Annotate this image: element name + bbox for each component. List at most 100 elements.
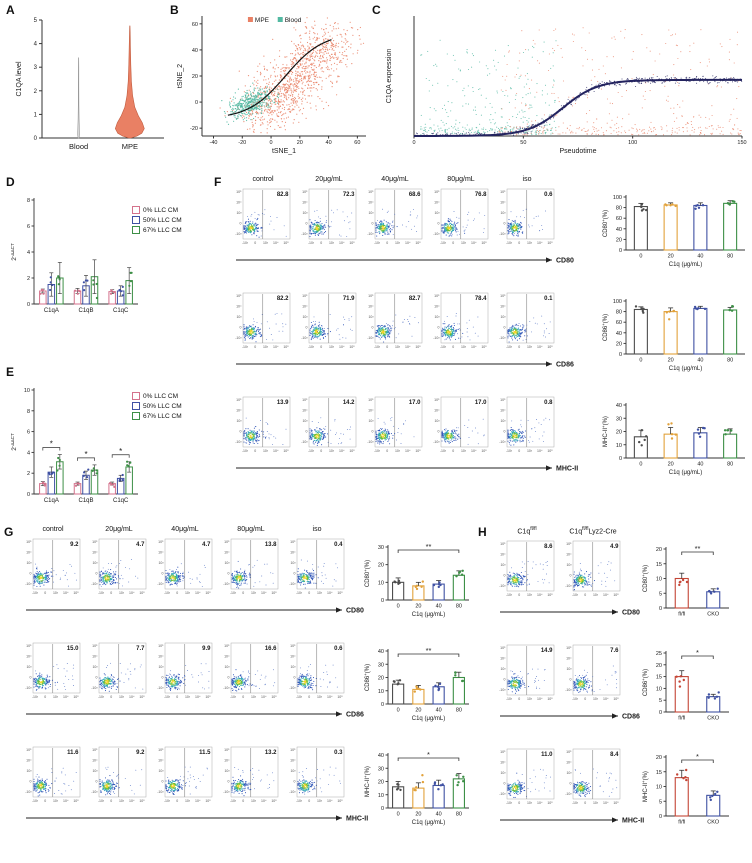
flow-column-header: iso [312,526,322,533]
svg-text:0: 0 [270,140,273,146]
svg-text:10⁵: 10⁵ [368,190,374,194]
svg-text:80: 80 [727,254,733,260]
flow-row-mhc-ii: 10⁵ 10⁴ 10³ 0 -10³ -10³ 0 10³ 10⁴ 10⁵ 11.0 10⁵ 10⁴ 10… [494,744,752,840]
svg-text:10³: 10³ [368,211,374,215]
violin-plot-c1qa: 0 1 2 3 4 5 Blood MPE C1QA level [16,18,164,151]
svg-text:-10³: -10³ [440,345,447,349]
flow-plot-cd80-1: 10⁵ 10⁴ 10³ 0 -10³ -10³ 0 10³ 10⁴ 10⁵ 72.3 [301,188,357,245]
svg-text:10³: 10³ [263,241,269,245]
svg-text:71.9: 71.9 [343,296,355,302]
svg-text:100: 100 [613,195,622,201]
svg-text:10³: 10³ [461,345,467,349]
panel-c: C 0 50 100 150 Pseudotime C1QA expression [372,4,752,164]
svg-text:-10³: -10³ [235,336,242,340]
svg-text:C1qB: C1qB [78,498,93,504]
svg-text:0: 0 [452,345,454,349]
svg-text:-10³: -10³ [440,241,447,245]
svg-text:0: 0 [240,222,242,226]
svg-text:C1q (μg/mL): C1q (μg/mL) [669,262,702,268]
svg-text:Pseudotime: Pseudotime [560,148,597,155]
svg-text:C1QA expression: C1QA expression [386,49,393,104]
svg-text:10: 10 [24,388,30,394]
svg-text:10³: 10³ [329,345,335,349]
svg-text:*: * [84,450,87,459]
svg-text:0: 0 [386,345,388,349]
panel-a: A 0 1 2 3 4 5 Blood MPE C1QA level [6,4,170,164]
svg-text:10⁵: 10⁵ [415,345,421,349]
svg-text:3: 3 [34,65,38,71]
svg-text:4: 4 [34,42,38,48]
legend-d: 0% LLC CM 50% LLC CM 67% LLC CM [132,206,182,234]
svg-text:20: 20 [297,140,303,146]
svg-text:C1QA level: C1QA level [16,61,23,96]
svg-text:0: 0 [372,222,374,226]
svg-text:10⁴: 10⁴ [273,241,279,245]
svg-text:10⁴: 10⁴ [236,305,242,309]
svg-text:40: 40 [697,254,703,260]
svg-text:10⁴: 10⁴ [471,241,477,245]
svg-text:MPE: MPE [255,17,270,24]
svg-text:10⁴: 10⁴ [537,241,543,245]
bar-chart-cd80: 0 20 40 60 80 100 0 20 40 80 C1q (μg/mL) CD80+(%) [601,195,745,268]
flow-row-cd80: 10⁵ 10⁴ 10³ 0 -10³ -10³ 0 10³ 10⁴ 10⁵ 8.6 10⁵ 10⁴ 10³… [494,536,752,632]
svg-text:10³: 10³ [434,315,440,319]
svg-text:20: 20 [192,74,198,80]
qpcr-bar-chart-d: 0 2 4 6 8 C1qA C1qB C1qC 2-ΔΔCT [10,198,138,314]
flow-column-header: C1qfl/fl [517,526,537,536]
svg-text:10⁴: 10⁴ [339,345,345,349]
flow-column-header: 80μg/mL [237,526,265,533]
flow-column-header: control [252,176,274,183]
flow-column-headers: C1qfl/fl C1qfl/flLyz2-Cre [494,526,752,535]
svg-text:10⁵: 10⁵ [349,345,355,349]
flow-axis-arrow-cd80: CD80 [236,257,574,265]
svg-text:80: 80 [616,206,622,212]
svg-text:-20: -20 [238,140,246,146]
svg-text:10⁴: 10⁴ [434,305,440,309]
svg-text:-10³: -10³ [308,345,315,349]
svg-text:60: 60 [192,22,198,28]
flow-plot-cd80-2: 10⁵ 10⁴ 10³ 0 -10³ -10³ 0 10³ 10⁴ 10⁵ 68.6 [367,188,423,245]
svg-text:10⁵: 10⁵ [547,241,553,245]
legend-swatch [132,226,140,234]
svg-text:CD80: CD80 [556,258,574,265]
panel-label-a: A [6,3,15,17]
flow-column-headers: control 20μg/mL 40μg/mL 80μg/mL iso [230,176,752,183]
svg-text:0: 0 [27,492,30,498]
flow-column-header: 40μg/mL [171,526,199,533]
svg-text:0: 0 [320,345,322,349]
svg-text:10³: 10³ [263,345,269,349]
pseudotime-plot: 0 50 100 150 Pseudotime C1QA expression [386,16,747,155]
svg-text:10³: 10³ [527,241,533,245]
svg-text:0: 0 [438,222,440,226]
flow-plot-cd86-2: 10⁵ 10⁴ 10³ 0 -10³ -10³ 0 10³ 10⁴ 10⁵ 82.7 [367,292,423,349]
flow-column-header: C1qfl/flLyz2-Cre [569,526,617,536]
svg-text:6: 6 [27,224,30,230]
svg-text:76.8: 76.8 [475,192,487,198]
flow-axis-arrow-cd80: CD80 [26,607,364,615]
legend-label: 50% LLC CM [143,216,182,224]
flow-axis-arrow-mhc-ii: MHC-II [236,465,578,473]
svg-text:10³: 10³ [500,211,506,215]
svg-text:0: 0 [452,241,454,245]
flow-column-header: 20μg/mL [315,176,343,183]
svg-text:2-ΔΔCT: 2-ΔΔCT [10,243,18,261]
tsne-scatter-plot: -40 -20 0 20 40 60 -20 0 20 40 60 MPE Blood tSNE_1 tSN… [177,16,366,155]
flow-column-header: control [42,526,64,533]
svg-text:2: 2 [34,89,38,95]
svg-text:Blood: Blood [285,17,302,24]
panel-h: H C1qfl/fl C1qfl/flLyz2-Cre 10⁵ 10⁴ 10³ 0 -10³… [478,526,752,862]
svg-text:10⁴: 10⁴ [434,201,440,205]
flow-row-cd80: 10⁵ 10⁴ 10³ 0 -10³ -10³ 0 10³ 10⁴ 10⁵ 82.8 10⁵ 10⁴ 10… [230,184,752,280]
flow-plot-cd86-1: 10⁵ 10⁴ 10³ 0 -10³ -10³ 0 10³ 10⁴ 10⁵ 71.9 [301,292,357,349]
